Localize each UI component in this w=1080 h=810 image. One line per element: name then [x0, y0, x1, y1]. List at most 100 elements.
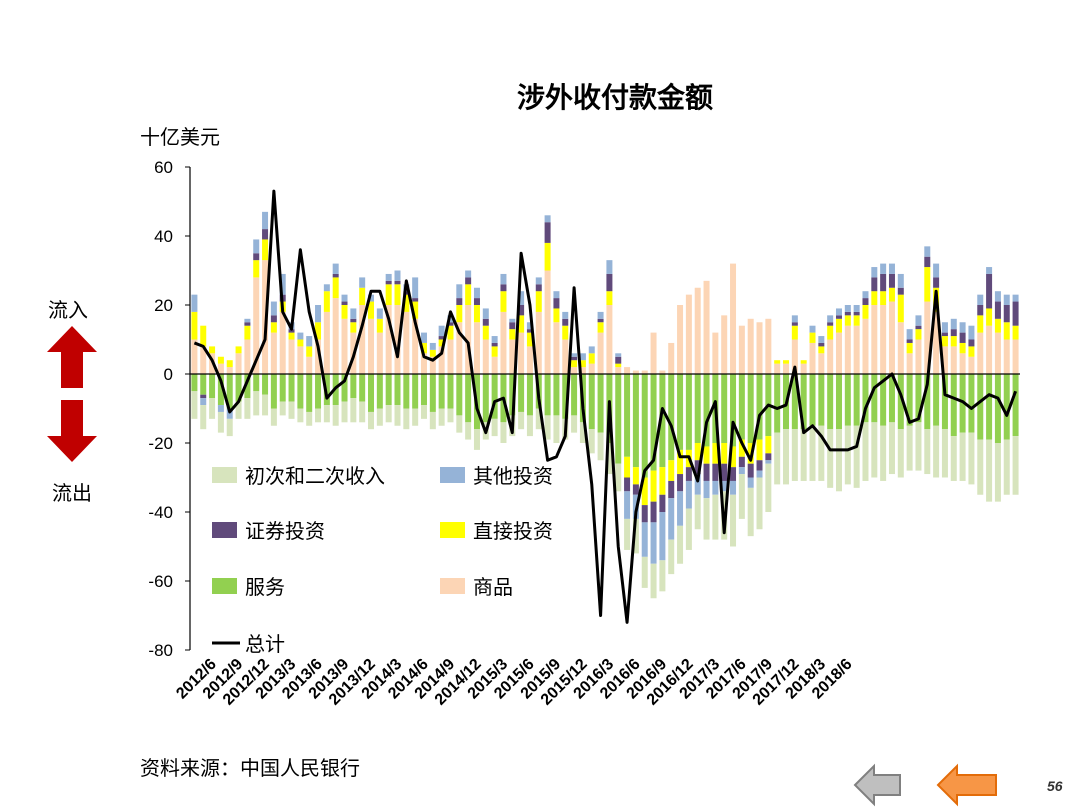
bar-segment — [209, 346, 216, 354]
bar-segment — [986, 374, 993, 440]
bar-segment — [306, 336, 313, 347]
bar-segment — [853, 305, 860, 312]
bar-segment — [906, 353, 913, 374]
bar-segment — [385, 284, 392, 305]
bar-segment — [606, 273, 613, 292]
bar-segment — [880, 263, 887, 274]
bar-segment — [1003, 322, 1010, 340]
bar-segment — [288, 329, 295, 333]
bar-segment — [871, 277, 878, 292]
bar-segment — [526, 332, 533, 347]
bar-segment — [1003, 374, 1010, 440]
up-arrow-icon — [47, 326, 97, 388]
bar-segment — [579, 360, 586, 368]
bar-segment — [420, 405, 427, 419]
bar-segment — [341, 318, 348, 374]
bar-segment — [924, 429, 931, 475]
bar-segment — [403, 374, 410, 409]
bar-segment — [685, 374, 692, 450]
bar-segment — [332, 405, 339, 426]
bar-segment — [871, 422, 878, 478]
bar-segment — [827, 315, 834, 323]
bar-segment — [429, 342, 436, 350]
bar-segment — [853, 325, 860, 374]
bar-segment — [482, 374, 489, 423]
bar-segment — [906, 425, 913, 471]
bar-segment — [712, 480, 719, 495]
bar-segment — [624, 518, 631, 550]
bar-segment — [756, 470, 763, 478]
bar-segment — [473, 298, 480, 305]
next-slide-arrow-icon[interactable] — [936, 763, 997, 807]
y-axis: 60 40 20 0 -20 -40 -60 -80 — [148, 158, 191, 660]
bar-segment — [950, 374, 957, 437]
bar-segment — [994, 374, 1001, 443]
bar-segment — [606, 443, 613, 475]
bar-segment — [332, 298, 339, 374]
legend-label-goods: 商品 — [473, 575, 513, 599]
bar-segment — [968, 325, 975, 340]
bar-segment — [509, 329, 516, 340]
bar-segment — [862, 291, 869, 299]
bar-segment — [447, 374, 454, 409]
bar-segment — [553, 291, 560, 299]
bar-segment — [235, 353, 242, 374]
x-tick-labels: 2012/62012/92012/122013/32013/62013/9201… — [173, 656, 855, 709]
bar-segment — [677, 374, 684, 450]
bar-segment — [235, 374, 242, 402]
bar-segment — [376, 374, 383, 409]
bar-segment — [941, 429, 948, 478]
bar-segment — [209, 374, 216, 399]
bar-segment — [703, 374, 710, 447]
bar-segment — [482, 325, 489, 340]
bar-segment — [200, 374, 207, 395]
bar-segment — [606, 260, 613, 274]
bar-segment — [641, 374, 648, 478]
bar-segment — [385, 374, 392, 406]
bar-segment — [579, 367, 586, 374]
bar-segment — [703, 480, 710, 499]
bar-segment — [694, 494, 701, 530]
bar-segment — [853, 425, 860, 488]
bar-segment — [465, 374, 472, 423]
bar-segment — [933, 425, 940, 478]
y-tick-label: -80 — [148, 641, 173, 660]
inflow-label: 流入 — [48, 298, 88, 322]
bar-segment — [323, 311, 330, 374]
bar-segment — [500, 422, 507, 443]
watermark-icon — [12, 779, 32, 799]
bar-segment — [315, 408, 322, 423]
bar-segment — [650, 332, 657, 374]
bar-segment — [473, 429, 480, 450]
bar-segment — [738, 439, 745, 457]
y-tick-label: 0 — [164, 365, 173, 384]
bar-segment — [632, 467, 639, 485]
bar-segment — [288, 339, 295, 374]
bar-segment — [783, 360, 790, 364]
bar-segment — [685, 467, 692, 481]
bar-segment — [447, 322, 454, 326]
bar-segment — [738, 456, 745, 468]
bar-segment — [624, 456, 631, 478]
bar-segment — [712, 332, 719, 374]
bar-segment — [359, 277, 366, 288]
bar-segment — [774, 363, 781, 374]
bar-segment — [518, 332, 525, 374]
bar-segment — [385, 280, 392, 285]
bar-segment — [297, 374, 304, 409]
bar-segment — [915, 339, 922, 374]
bar-segment — [941, 346, 948, 374]
bar-segment — [650, 501, 657, 523]
bar-segment — [200, 394, 207, 399]
bar-segment — [350, 308, 357, 319]
bar-segment — [500, 291, 507, 312]
bar-segment — [191, 339, 198, 374]
bar-segment — [341, 294, 348, 302]
bar-segment — [774, 432, 781, 485]
prev-slide-arrow-icon[interactable] — [853, 763, 901, 807]
bar-segment — [809, 374, 816, 426]
bar-segment — [588, 363, 595, 374]
bar-segment — [491, 374, 498, 419]
bar-segment — [341, 301, 348, 305]
bar-segment — [765, 460, 772, 464]
